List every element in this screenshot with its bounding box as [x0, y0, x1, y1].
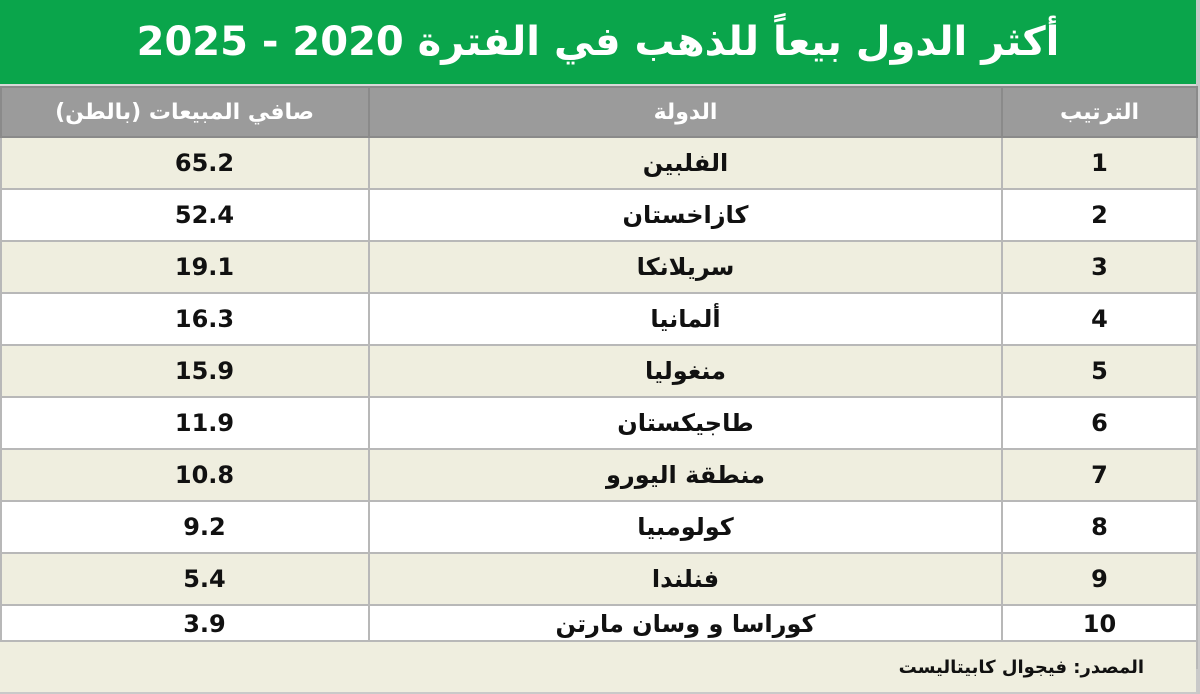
cell-rank: 8: [1001, 500, 1198, 554]
table-row: 3 سريلانكا 19.1: [0, 240, 1198, 294]
cell-country: الفلبين: [368, 136, 1003, 190]
cell-rank: 2: [1001, 188, 1198, 242]
gold-sales-table: الترتيب الدولة صافي المبيعات (بالطن) 1 ال…: [0, 86, 1198, 669]
cell-value: 52.4: [0, 188, 370, 242]
header-country: الدولة: [368, 86, 1003, 138]
cell-rank: 3: [1001, 240, 1198, 294]
cell-country: كازاخستان: [368, 188, 1003, 242]
table-row: 7 منطقة اليورو 10.8: [0, 448, 1198, 502]
cell-country: منطقة اليورو: [368, 448, 1003, 502]
cell-country: كولومبيا: [368, 500, 1003, 554]
cell-rank: 6: [1001, 396, 1198, 450]
cell-country: منغوليا: [368, 344, 1003, 398]
cell-rank: 4: [1001, 292, 1198, 346]
table-row: 2 كازاخستان 52.4: [0, 188, 1198, 242]
table-row: 9 فنلندا 5.4: [0, 552, 1198, 606]
header-row: الترتيب الدولة صافي المبيعات (بالطن): [0, 86, 1198, 138]
cell-value: 9.2: [0, 500, 370, 554]
cell-rank: 7: [1001, 448, 1198, 502]
cell-value: 16.3: [0, 292, 370, 346]
source-footer: المصدر: فيجوال كابيتاليست: [0, 640, 1196, 692]
cell-value: 10.8: [0, 448, 370, 502]
cell-rank: 9: [1001, 552, 1198, 606]
table-row: 8 كولومبيا 9.2: [0, 500, 1198, 554]
cell-value: 11.9: [0, 396, 370, 450]
table-title: أكثر الدول بيعاً للذهب في الفترة 2020 - …: [0, 0, 1196, 86]
table-row: 4 ألمانيا 16.3: [0, 292, 1198, 346]
source-text: المصدر: فيجوال كابيتاليست: [898, 656, 1144, 678]
cell-country: فنلندا: [368, 552, 1003, 606]
header-value: صافي المبيعات (بالطن): [0, 86, 370, 138]
table-row: 6 طاجيكستان 11.9: [0, 396, 1198, 450]
cell-value: 15.9: [0, 344, 370, 398]
cell-country: سريلانكا: [368, 240, 1003, 294]
cell-country: ألمانيا: [368, 292, 1003, 346]
cell-value: 5.4: [0, 552, 370, 606]
table-row: 1 الفلبين 65.2: [0, 136, 1198, 190]
cell-rank: 5: [1001, 344, 1198, 398]
cell-value: 65.2: [0, 136, 370, 190]
cell-rank: 1: [1001, 136, 1198, 190]
table-row: 5 منغوليا 15.9: [0, 344, 1198, 398]
header-rank: الترتيب: [1001, 86, 1198, 138]
cell-country: طاجيكستان: [368, 396, 1003, 450]
cell-value: 19.1: [0, 240, 370, 294]
